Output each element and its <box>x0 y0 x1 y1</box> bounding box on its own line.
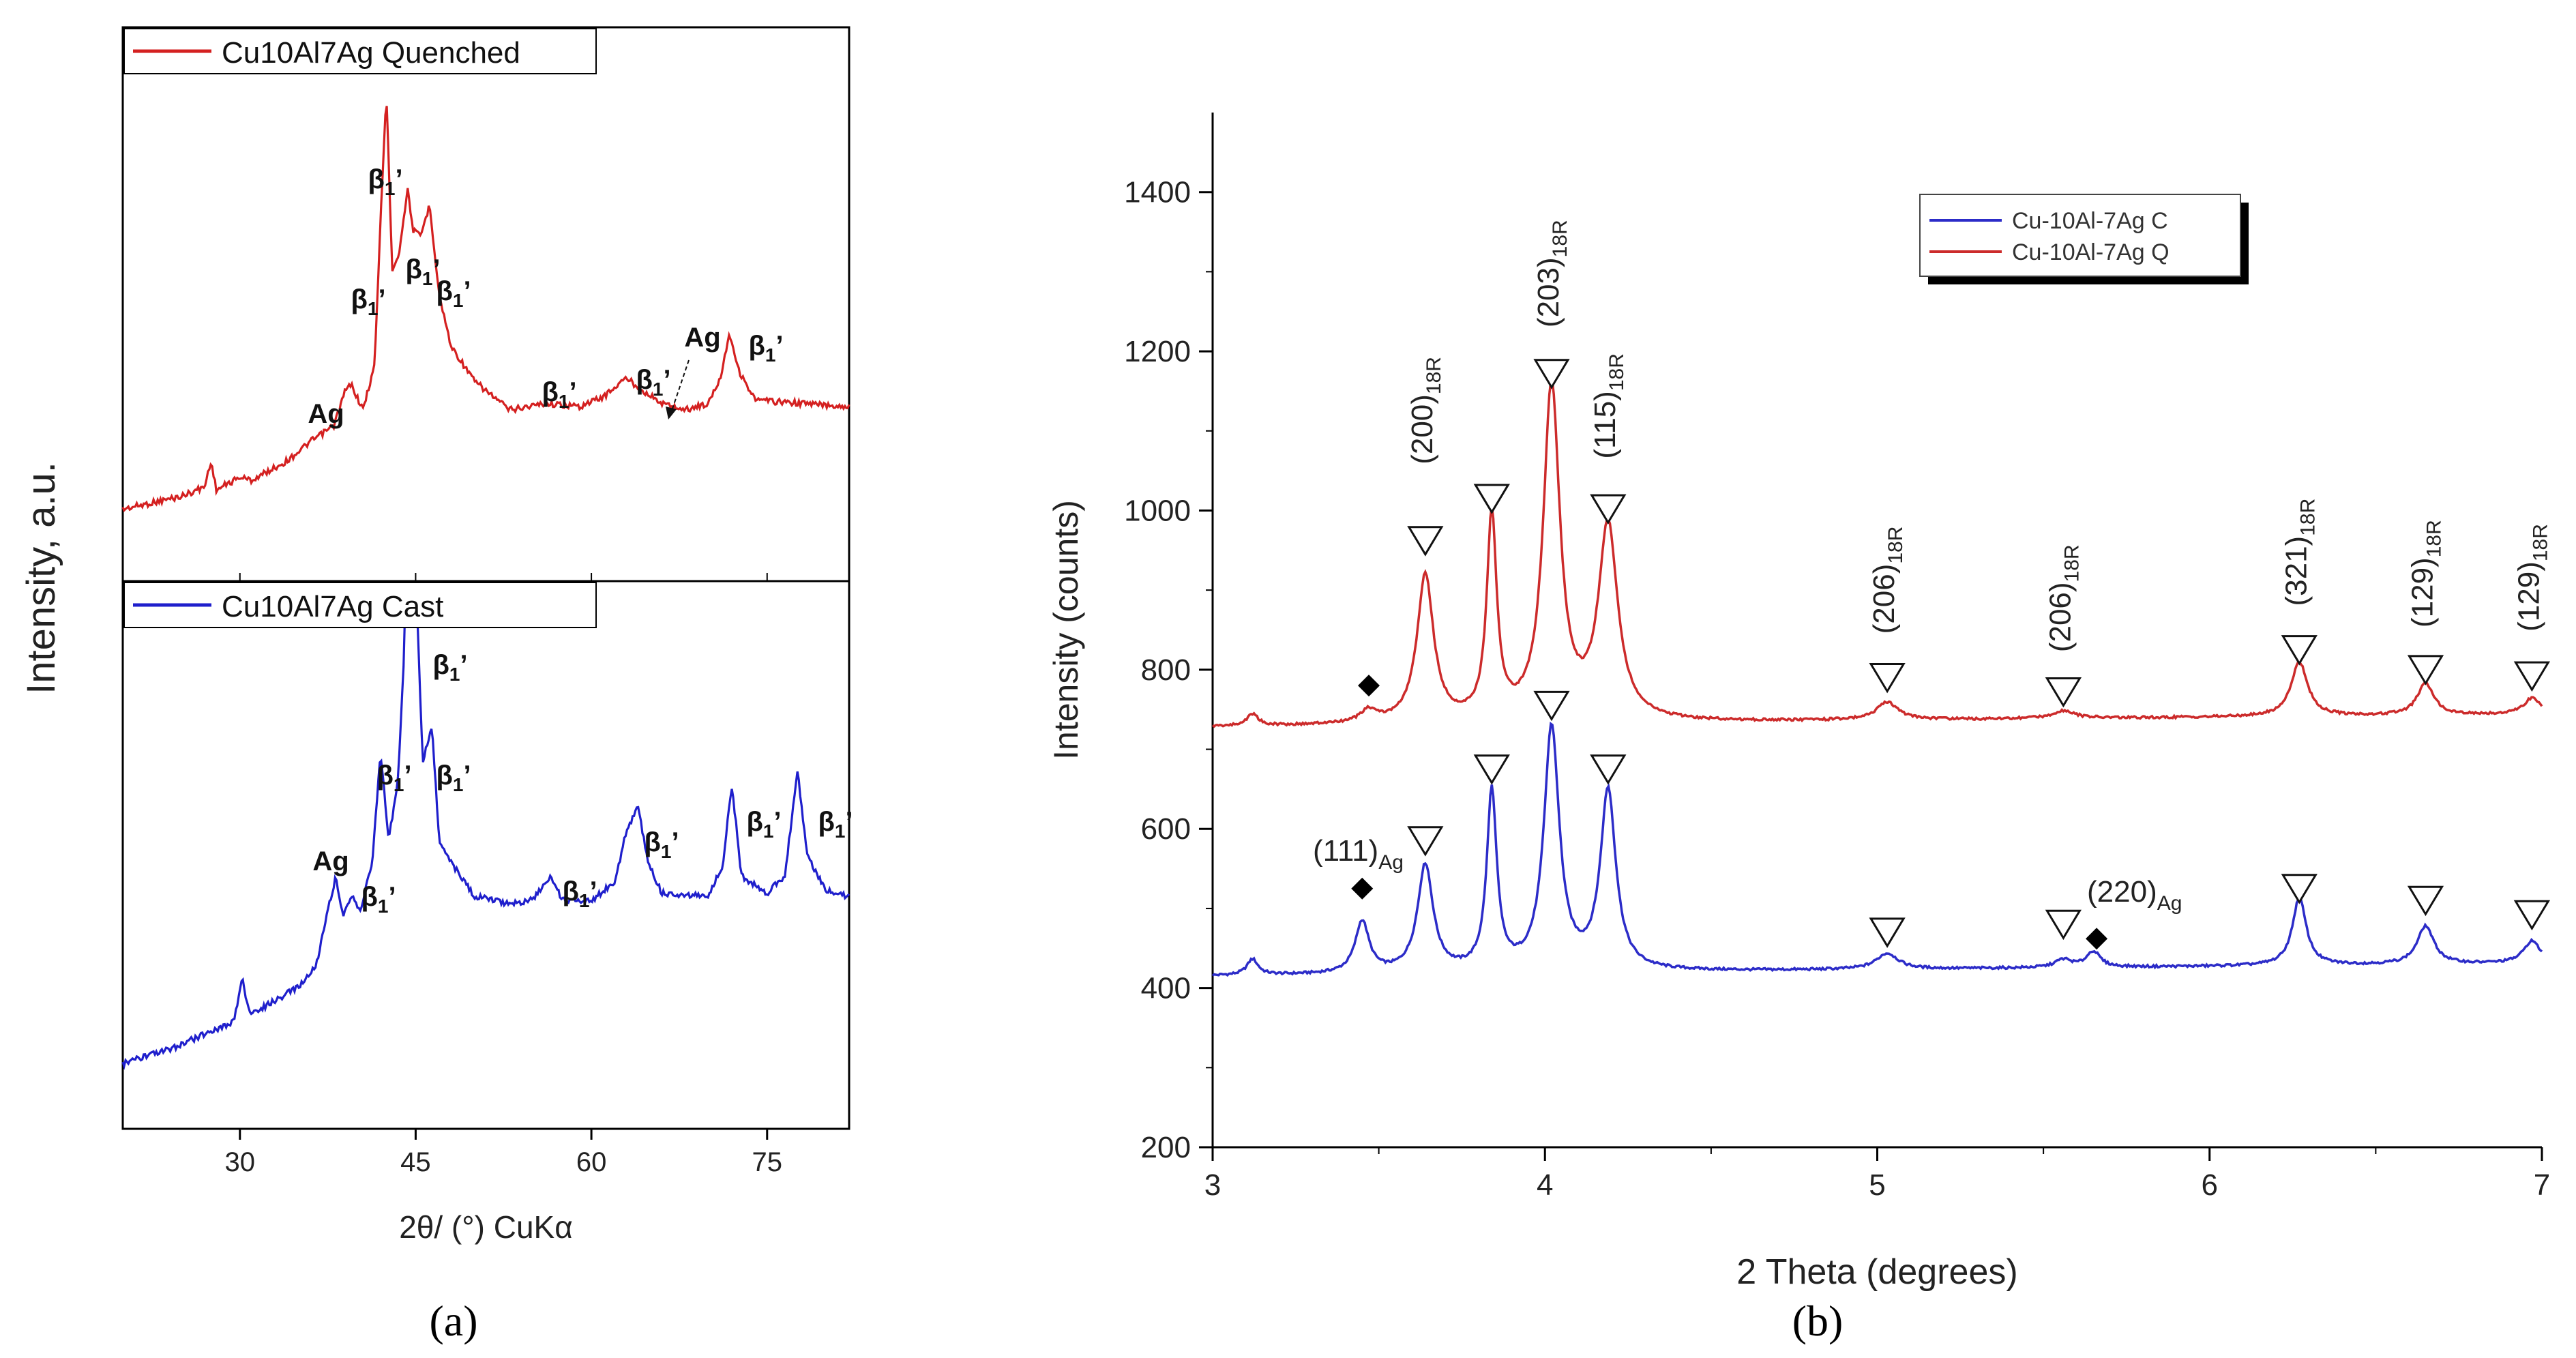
panel-b-y-tick-label: 1200 <box>1124 335 1191 368</box>
panel-a-peak-label-quenched: β1’ <box>436 276 471 311</box>
panel-a-peak-label-cast: β1’ <box>644 827 679 862</box>
panel-b-hkl-label: (115)18R <box>1588 353 1628 459</box>
panel-b-y-axis-label: Intensity (counts) <box>1047 500 1085 760</box>
panel-b-y-tick-label: 1400 <box>1124 176 1191 209</box>
panel-a-peak-label-cast: β1’ <box>436 761 471 795</box>
panel-b-quenched-pattern <box>1211 380 2543 728</box>
panel-b-18r-marker <box>2045 909 2082 941</box>
panel-b-18r-marker <box>1533 690 1570 722</box>
panel-a-peak-label-quenched: β1’ <box>405 254 440 289</box>
panel-a-peak-label-quenched: β1’ <box>351 284 385 319</box>
panel-a-legend-label: Cu10Al7Ag Cast <box>222 590 443 623</box>
panel-a-label: (a) <box>429 1297 477 1345</box>
panel-b-x-tick-label: 7 <box>2534 1168 2550 1202</box>
panel-b-18r-marker <box>1590 754 1627 785</box>
panel-b-18r-marker <box>1590 494 1627 525</box>
panel-a-peak-label-cast: β1’ <box>562 876 597 911</box>
panel-a-x-tick-label: 30 <box>225 1147 256 1177</box>
panel-a-peak-label-quenched: β1’ <box>636 365 670 400</box>
panel-b-y-tick-label: 600 <box>1141 812 1191 846</box>
panel-a-ag-arrow-head <box>666 407 677 419</box>
panel-b-y-tick-label: 200 <box>1141 1131 1191 1164</box>
panel-b-ag-label: (111)Ag <box>1313 834 1404 874</box>
panel-b-legend-label: Cu-10Al-7Ag C <box>2012 208 2168 234</box>
panel-b-18r-marker <box>2045 677 2082 708</box>
panel-a-peak-label-quenched: Ag <box>684 323 720 353</box>
panel-b-label: (b) <box>1792 1297 1844 1345</box>
panel-b-hkl-label: (206)18R <box>1867 527 1907 634</box>
panel-b-18r-marker <box>2407 655 2444 685</box>
panel-b-18r-marker <box>1473 754 1510 785</box>
panel-a-peak-label-cast: β1’ <box>376 761 411 795</box>
panel-b-18r-marker <box>2281 635 2318 666</box>
panel-b-y-tick-label: 1000 <box>1124 494 1191 527</box>
panel-b-x-tick-label: 5 <box>1869 1168 1885 1202</box>
panel-b-hkl-label: (200)18R <box>1406 357 1445 464</box>
panel-b-18r-marker <box>2407 885 2444 917</box>
panel-b-x-tick-label: 3 <box>1204 1168 1221 1202</box>
panel-a-peak-label-cast: β1’ <box>818 807 853 842</box>
panel-a-peak-label-quenched: β1’ <box>542 377 576 412</box>
panel-a-peak-label-cast: Ag <box>312 846 349 876</box>
panel-a-x-tick-label: 45 <box>400 1147 431 1177</box>
panel-b-ag-label: (220)Ag <box>2087 875 2182 915</box>
panel-b-ag-marker <box>2086 928 2108 950</box>
panel-b-ag-marker <box>1351 877 1374 900</box>
panel-b-18r-marker <box>2281 874 2318 904</box>
panel-b-hkl-label: (129)18R <box>2512 524 2551 632</box>
panel-b-ag-marker <box>1358 675 1380 697</box>
panel-a-legend-label: Cu10Al7Ag Quenched <box>222 36 520 70</box>
panel-a-peak-label-cast: β1’ <box>432 650 467 685</box>
panel-b-cast-pattern <box>1211 722 2543 977</box>
panel-a-peak-label-quenched: β1’ <box>368 164 402 199</box>
panel-b-18r-marker <box>1869 917 1906 948</box>
panel-b-hkl-label: (203)18R <box>1532 220 1571 327</box>
panel-a-peak-label-cast: β1’ <box>361 882 396 917</box>
panel-a-ag-arrow <box>671 359 690 411</box>
panel-b-y-tick-label: 400 <box>1141 972 1191 1005</box>
panel-a-quenched-pattern <box>121 106 850 512</box>
panel-b-18r-marker <box>1407 826 1444 857</box>
panel-b-x-tick-label: 6 <box>2202 1168 2218 1202</box>
panel-b-18r-marker <box>1533 359 1570 389</box>
panel-b-18r-marker <box>1869 663 1906 694</box>
panel-a-top-frame <box>121 26 850 582</box>
panel-b-x-axis-label: 2 Theta (degrees) <box>1736 1252 2017 1292</box>
panel-a-x-tick-label: 60 <box>576 1147 607 1177</box>
panel-b-legend-label: Cu-10Al-7Ag Q <box>2012 239 2170 265</box>
panel-a-x-axis-label: 2θ/ (°) CuKα <box>399 1209 573 1245</box>
panel-b-18r-marker <box>2513 900 2551 931</box>
panel-a-peak-label-quenched: β1’ <box>748 331 783 366</box>
panel-b-18r-marker <box>1473 484 1510 514</box>
panel-a-x-tick-label: 75 <box>752 1147 783 1177</box>
panel-a-cast-pattern <box>121 582 850 1070</box>
panel-a-y-axis-label: Intensity, a.u. <box>19 462 63 694</box>
panel-b-hkl-label: (206)18R <box>2043 544 2083 652</box>
panel-b-hkl-label: (321)18R <box>2279 499 2319 606</box>
panel-b-18r-marker <box>1407 526 1444 557</box>
panel-b-x-tick-label: 4 <box>1537 1168 1553 1202</box>
panel-b: 3 4 5 6 7 200 400 600 800 1000 1200 1400 2 Theta (de… <box>1047 113 2551 1292</box>
panel-b-hkl-label: (129)18R <box>2405 520 2445 628</box>
panel-b-y-tick-label: 800 <box>1141 653 1191 687</box>
panel-a-bottom-frame <box>121 580 850 1130</box>
panel-b-18r-marker <box>2513 661 2551 692</box>
panel-b-legend-box <box>1919 194 2241 277</box>
panel-a-peak-label-cast: β1’ <box>746 807 781 842</box>
panel-a-peak-label-quenched: Ag <box>308 399 344 429</box>
panel-a: 30 45 60 75 2θ/ (°) CuKα Intensity, a.u. Cu10A… <box>19 26 853 1245</box>
